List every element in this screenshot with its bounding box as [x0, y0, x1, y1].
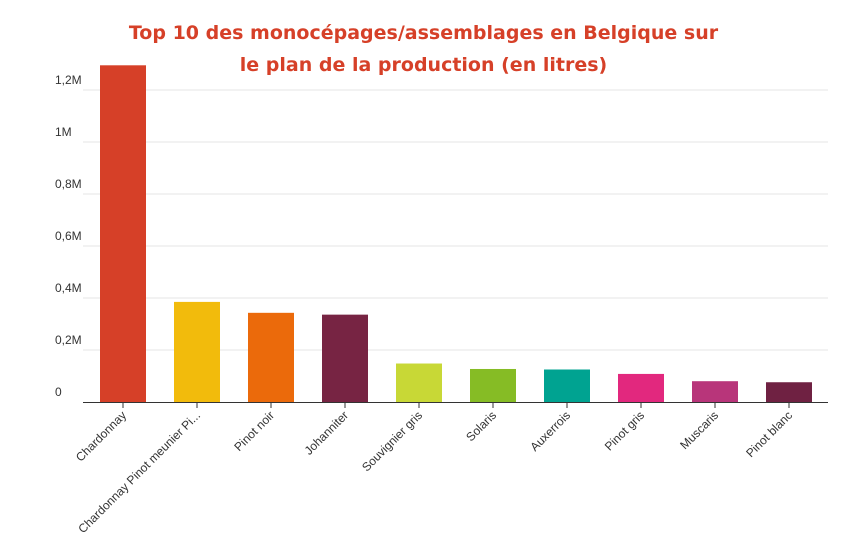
bar-4: [322, 314, 368, 402]
x-tick-label: Auxerrois: [527, 408, 573, 454]
bar-7: [544, 369, 590, 402]
y-tick-label: 0,6M: [55, 229, 82, 243]
bar-3: [248, 312, 294, 402]
bars: [100, 65, 812, 403]
x-tick-label: Pinot noir: [231, 408, 277, 454]
y-tick-label: 1,2M: [55, 73, 82, 87]
x-tick-label: Pinot blanc: [743, 408, 795, 460]
x-tick-label: Souvignier gris: [359, 408, 425, 474]
chart-title-line2: le plan de la production (en litres): [239, 54, 608, 76]
bar-8: [618, 373, 664, 402]
y-tick-label: 0: [55, 385, 62, 399]
x-tick-label: Chardonnay: [73, 408, 129, 464]
chart-title-line1: Top 10 des monocépages/assemblages en Be…: [128, 22, 719, 44]
y-tick-label: 0,4M: [55, 281, 82, 295]
gridlines: [83, 89, 828, 351]
bar-2: [174, 301, 220, 402]
x-tick-label: Chardonnay Pinot meunier Pi...: [75, 408, 203, 536]
x-tick-label: Muscaris: [677, 408, 721, 452]
x-tick-label: Pinot gris: [602, 408, 647, 453]
y-tick-label: 1M: [55, 125, 72, 139]
y-tick-label: 0,2M: [55, 333, 82, 347]
bar-1: [100, 65, 146, 403]
y-axis: 0 0,2M 0,4M 0,6M 0,8M 1M 1,2M: [55, 73, 82, 399]
x-tick-label: Solaris: [463, 408, 499, 444]
x-tick-label: Johanniter: [302, 408, 352, 458]
bar-6: [470, 368, 516, 402]
bar-10: [766, 382, 812, 402]
y-tick-label: 0,8M: [55, 177, 82, 191]
bar-9: [692, 381, 738, 402]
bar-5: [396, 363, 442, 402]
